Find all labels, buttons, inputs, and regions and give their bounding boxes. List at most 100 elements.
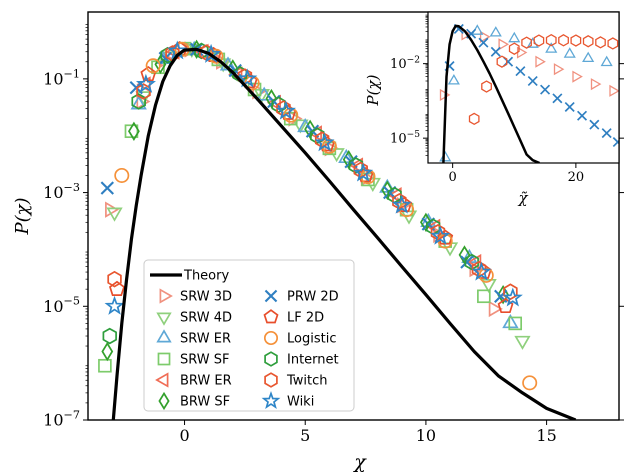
inset-point-srw-er <box>508 31 521 43</box>
main-point-wiki <box>471 261 492 281</box>
legend-swatch-srw-sf <box>157 352 171 366</box>
inset-point-srw-er <box>447 73 460 85</box>
legend-label-prw-2d: PRW 2D <box>287 290 339 305</box>
inset-point-srw-3d <box>479 30 491 43</box>
legend-swatch-srw-er <box>156 329 172 343</box>
main-point-wiki <box>104 295 125 315</box>
legend-swatch-prw-2d <box>264 289 278 303</box>
main-point-twitch <box>392 193 407 210</box>
main-y-axis-label: P(χ) <box>12 197 33 235</box>
main-y-tick-label: 10−3 <box>43 181 80 202</box>
legend-label-wiki: Wiki <box>287 395 314 410</box>
legend-item-internet: Internet <box>264 351 339 368</box>
inset-point-srw-er <box>563 47 576 58</box>
legend-swatch-logistic <box>263 330 279 346</box>
inset-x-tick-label: 0 <box>449 170 457 185</box>
legend-item-prw-2d: PRW 2D <box>264 289 339 305</box>
main-chart-marks <box>98 39 577 420</box>
main-clipped-marks <box>98 39 577 420</box>
legend-item-srw-3d: SRW 3D <box>159 288 232 305</box>
legend-label-lf-2d: LF 2D <box>287 311 324 326</box>
legend-label-srw-3d: SRW 3D <box>180 290 232 305</box>
main-x-tick-label: 15 <box>536 426 556 445</box>
main-point-brw-sf <box>458 245 471 265</box>
inset-x-axis-label: χ̃ <box>517 189 528 207</box>
legend-item-srw-4d: SRW 4D <box>156 311 232 326</box>
main-point-srw-4d <box>400 210 418 225</box>
inset-point-prw-2d <box>577 110 588 121</box>
inset-point-twitch <box>481 80 492 93</box>
legend-item-brw-sf: BRW SF <box>158 391 230 411</box>
main-point-logistic <box>114 167 130 183</box>
inset-point-twitch <box>545 33 557 47</box>
inset-point-srw-er <box>600 55 613 67</box>
main-point-srw-sf <box>124 124 139 139</box>
main-point-wiki <box>502 287 523 307</box>
legend-item-logistic: Logistic <box>263 330 336 347</box>
main-point-srw-4d <box>480 278 497 294</box>
legend-swatch-srw-3d <box>159 288 173 304</box>
legend-swatch-internet <box>264 351 278 367</box>
main-point-wiki <box>135 73 156 93</box>
main-point-srw-sf <box>98 358 112 373</box>
main-point-lf-2d <box>357 167 374 183</box>
legend-item-srw-er: SRW ER <box>156 329 231 347</box>
legend-label-srw-sf: SRW SF <box>180 353 229 368</box>
main-point-wiki <box>353 162 374 182</box>
inset-x-tick-label: 20 <box>568 170 585 185</box>
inset-point-srw-3d <box>553 63 565 76</box>
main-point-srw-4d <box>292 119 309 134</box>
inset-point-srw-er <box>526 37 539 48</box>
main-point-srw-3d <box>105 201 120 218</box>
inset-point-twitch <box>558 34 569 47</box>
main-point-srw-sf <box>508 316 523 331</box>
main-point-lf-2d <box>241 73 258 89</box>
inset-point-srw-er <box>582 51 595 63</box>
main-point-srw-sf <box>477 289 491 304</box>
main-point-brw-sf <box>101 341 114 362</box>
main-point-internet <box>310 127 325 145</box>
inset-point-twitch <box>533 34 545 47</box>
inset-point-prw-2d <box>527 75 538 87</box>
main-point-srw-3d <box>488 300 503 318</box>
main-point-wiki <box>430 225 451 245</box>
legend-label-brw-sf: BRW SF <box>180 395 230 410</box>
legend-label-srw-er: SRW ER <box>180 332 231 347</box>
legend-swatch-twitch <box>264 372 278 388</box>
inset-point-srw-er <box>545 42 558 53</box>
inset-point-srw-3d <box>609 84 619 97</box>
inset-point-twitch <box>508 42 520 55</box>
legend-item-theory: Theory <box>150 269 229 284</box>
inset-point-prw-2d <box>612 136 619 148</box>
main-x-tick-label: 0 <box>179 426 189 445</box>
main-point-srw-4d <box>514 335 531 350</box>
legend-label-twitch: Twitch <box>286 374 328 389</box>
main-point-lf-2d <box>109 280 126 296</box>
legend-item-lf-2d: LF 2D <box>263 309 324 326</box>
inset-point-twitch <box>607 37 619 50</box>
inset-point-twitch <box>521 36 532 49</box>
main-point-internet <box>194 42 209 60</box>
inset-point-srw-3d <box>590 78 602 91</box>
inset-point-twitch <box>570 34 582 47</box>
legend-box <box>143 259 355 412</box>
inset-point-prw-2d <box>490 46 501 57</box>
main-point-wiki <box>237 68 258 88</box>
main-point-wiki <box>275 100 296 120</box>
main-x-axis-label: χ <box>352 451 367 473</box>
inset-chart-marks <box>439 23 619 163</box>
main-x-tick-label: 5 <box>300 426 310 445</box>
main-point-prw-2d <box>460 255 474 269</box>
main-point-twitch <box>430 224 446 241</box>
inset-point-prw-2d <box>540 84 551 95</box>
legend-swatch-lf-2d <box>263 309 279 324</box>
main-point-brw-sf <box>154 54 167 75</box>
main-point-internet <box>102 327 117 345</box>
legend-label-brw-er: BRW ER <box>180 374 232 389</box>
main-point-srw-4d <box>106 207 123 222</box>
inset-point-twitch <box>595 36 606 49</box>
inset-theory-line <box>442 24 540 163</box>
legend-item-srw-sf: SRW SF <box>157 352 229 368</box>
legend-label-internet: Internet <box>287 353 339 368</box>
main-point-lf-2d <box>140 65 157 82</box>
